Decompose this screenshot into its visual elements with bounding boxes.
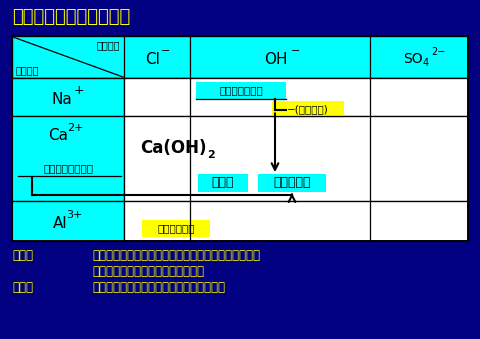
Text: Ca: Ca (48, 128, 68, 143)
Text: Cl: Cl (145, 52, 160, 66)
Text: Na: Na (52, 92, 72, 106)
Bar (258, 174, 326, 192)
Bar (12, 116, 124, 201)
Text: 4: 4 (423, 58, 429, 68)
Text: 陽イオンを前に、陰イオンを後ろに書く。: 陽イオンを前に、陰イオンを後ろに書く。 (92, 281, 225, 294)
Text: +: + (74, 84, 84, 98)
Text: 水酸化: 水酸化 (212, 177, 234, 190)
Bar (196, 82, 286, 99)
Text: 水酸化物イオン: 水酸化物イオン (219, 85, 263, 96)
Text: 陽イオン: 陽イオン (16, 65, 39, 75)
Text: 陰イオン名から「物イオン」を除き、陽イオン名から: 陰イオン名から「物イオン」を除き、陽イオン名から (92, 249, 260, 262)
Text: カルシウムイオン: カルシウムイオン (43, 163, 93, 173)
Text: SO: SO (403, 52, 422, 66)
Text: 2: 2 (207, 150, 215, 160)
Bar (12, 36, 468, 241)
Text: 2+: 2+ (67, 123, 83, 133)
Bar (12, 201, 124, 241)
Text: 物質名: 物質名 (12, 249, 33, 262)
Bar (198, 174, 248, 192)
Text: 化学式: 化学式 (12, 281, 33, 294)
Text: −: − (291, 46, 300, 56)
Bar (124, 78, 468, 116)
Text: −: − (161, 46, 171, 56)
Bar (12, 36, 468, 78)
Bar (272, 101, 344, 118)
Text: 2−: 2− (431, 47, 445, 57)
Text: 3+: 3+ (66, 210, 82, 220)
Text: −(物イオン): −(物イオン) (287, 104, 329, 115)
Bar (142, 220, 210, 237)
Text: Al: Al (53, 216, 67, 231)
Text: －（イオン）: －（イオン） (157, 223, 195, 234)
Text: OH: OH (264, 52, 288, 66)
Bar (12, 78, 124, 116)
Bar (124, 116, 468, 201)
Text: カルシウム: カルシウム (273, 177, 311, 190)
Bar (124, 201, 468, 241)
Text: Ca(OH): Ca(OH) (140, 139, 206, 157)
Text: 陰イオン: 陰イオン (96, 40, 120, 50)
Text: 「イオン」を除いたものを続ける。: 「イオン」を除いたものを続ける。 (92, 265, 204, 278)
Text: イオン結合性物質の名称: イオン結合性物質の名称 (12, 8, 130, 26)
